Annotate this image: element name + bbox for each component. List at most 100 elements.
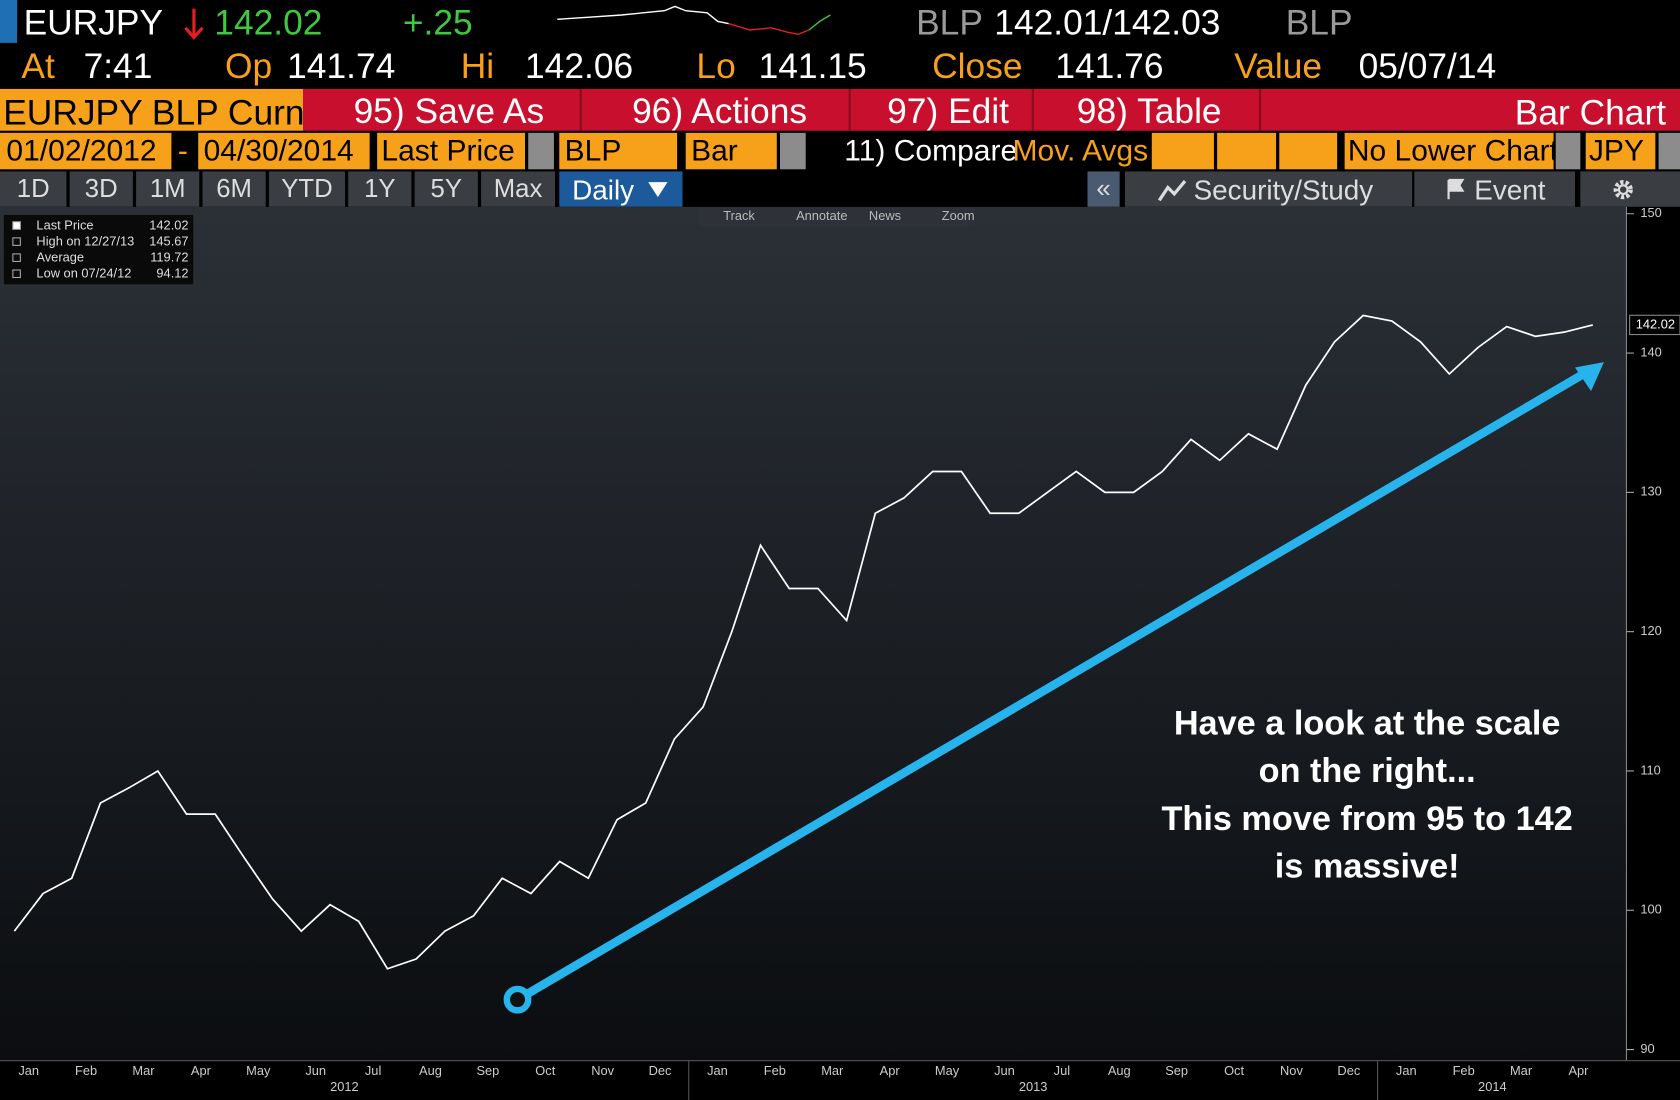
menu-button[interactable]: 95) Save As (353, 91, 545, 131)
annotation: on the right... (1259, 752, 1476, 790)
style: Bar (691, 133, 738, 168)
period-tab[interactable]: 3D (69, 171, 133, 207)
price-tag: 142.02 (1636, 316, 1675, 331)
period-tab[interactable]: YTD (268, 171, 346, 207)
x-tick-label: Apr (191, 1063, 212, 1078)
dropdown[interactable] (1555, 132, 1581, 170)
x-tick-label: Oct (535, 1063, 555, 1078)
menu-button[interactable]: 96) Actions (632, 91, 808, 131)
input[interactable] (1151, 132, 1214, 170)
compare[interactable]: 11) Compare (844, 133, 1018, 168)
quote-label: Op (225, 46, 273, 86)
collapse[interactable]: « (1087, 171, 1120, 207)
tools-bar (698, 206, 976, 227)
y-tick-label: 100 (1640, 902, 1661, 917)
legend-label: Average (36, 250, 84, 265)
x-tick-label: Jun (305, 1063, 326, 1078)
legend-value: 94.12 (156, 266, 188, 281)
separator (848, 88, 851, 131)
input[interactable] (1217, 132, 1277, 170)
dropdown[interactable] (780, 132, 806, 170)
quote-value: 7:41 (83, 46, 153, 86)
period-tab[interactable]: 5Y (414, 171, 478, 207)
price-line (13, 314, 1594, 970)
legend-value: 119.72 (150, 250, 188, 265)
lower-chart: No Lower Chart (1347, 133, 1558, 168)
input[interactable] (685, 132, 777, 170)
down-arrow (184, 8, 204, 40)
y-tick-label: 130 (1640, 484, 1661, 499)
period-tab[interactable]: 1D (0, 171, 67, 207)
legend-label: Low on 07/24/12 (36, 266, 131, 281)
frequency: Daily (572, 173, 635, 206)
security-box (0, 88, 304, 131)
period-tab[interactable]: 1Y (348, 171, 412, 207)
x-tick-label: May (935, 1063, 960, 1078)
input[interactable] (559, 132, 678, 170)
last-price: 142.02 (214, 2, 323, 42)
menu-button[interactable]: 98) Table (1076, 91, 1222, 131)
x-tick-label: Apr (880, 1063, 901, 1078)
start-date: 01/02/2012 (6, 133, 157, 168)
input[interactable] (1344, 132, 1554, 170)
quote-value: 05/07/14 (1358, 46, 1497, 86)
x-tick-label: Dec (649, 1063, 672, 1078)
y-tick-label: 90 (1640, 1041, 1654, 1056)
quote-label: At (21, 46, 55, 86)
x-tick-label: Jan (1396, 1063, 1417, 1078)
input[interactable] (1279, 132, 1338, 170)
x-tick-label: Oct (1224, 1063, 1244, 1078)
chart: Track Annotate News Zoom Last Price 142.02 Hig… (0, 206, 1680, 1100)
x-tick-label: May (246, 1063, 271, 1078)
end-date: 04/30/2014 (203, 133, 354, 168)
study-icon (1157, 180, 1187, 202)
quote-label: Lo (696, 46, 736, 86)
x-tick-label: Mar (1510, 1063, 1533, 1078)
legend-icon (12, 253, 21, 262)
input[interactable] (0, 132, 172, 170)
price-tag-box (1629, 314, 1680, 336)
input[interactable] (1585, 132, 1656, 170)
period-tab[interactable]: 6M (202, 171, 266, 207)
separator (1031, 88, 1034, 131)
toolbar-button[interactable] (1414, 171, 1576, 207)
menu-button[interactable]: 97) Edit (887, 91, 1010, 131)
settings-button[interactable] (1580, 171, 1680, 207)
change: +.25 (402, 2, 473, 42)
quote-label: Hi (460, 46, 495, 86)
year-label: 2014 (1478, 1079, 1507, 1094)
toolbar-button[interactable] (1125, 171, 1413, 207)
period-tab[interactable]: Max (481, 171, 556, 207)
x-tick-label: Jun (994, 1063, 1015, 1078)
y-tick-label: 150 (1640, 207, 1661, 220)
quote-value: 141.76 (1055, 46, 1164, 86)
dropdown[interactable] (1658, 132, 1680, 170)
annotation: This move from 95 to 142 (1161, 800, 1572, 838)
legend-label: Last Price (36, 217, 93, 232)
x-tick-label: Dec (1337, 1063, 1360, 1078)
x-tick-label: Feb (764, 1063, 786, 1078)
dropdown[interactable] (528, 132, 554, 170)
x-tick-label: Apr (1568, 1063, 1589, 1078)
quote-label: Value (1234, 46, 1323, 86)
x-tick-label: Jul (365, 1063, 381, 1078)
input[interactable] (377, 132, 526, 170)
security: EURJPY BLP Curnc (3, 94, 304, 130)
x-tick-label: Sep (476, 1063, 499, 1078)
period-tab[interactable]: 1M (136, 171, 200, 207)
field: Last Price (381, 133, 515, 168)
y-tick-label: 120 (1640, 623, 1661, 638)
y-tick-label: 140 (1640, 344, 1661, 359)
quote-value: 141.74 (287, 46, 396, 86)
mov-avgs[interactable]: Mov. Avgs (1012, 133, 1149, 168)
tool: News (869, 208, 901, 223)
x-tick-label: Jan (18, 1063, 39, 1078)
annotation: Have a look at the scale (1174, 704, 1561, 742)
gear-icon (1613, 180, 1633, 200)
security-study: Security/Study (1193, 173, 1374, 206)
input[interactable] (198, 132, 370, 170)
currency: JPY (1588, 133, 1644, 168)
x-tick-label: Jul (1054, 1063, 1070, 1078)
legend-icon (12, 221, 21, 230)
quote-value: 142.06 (525, 46, 634, 86)
